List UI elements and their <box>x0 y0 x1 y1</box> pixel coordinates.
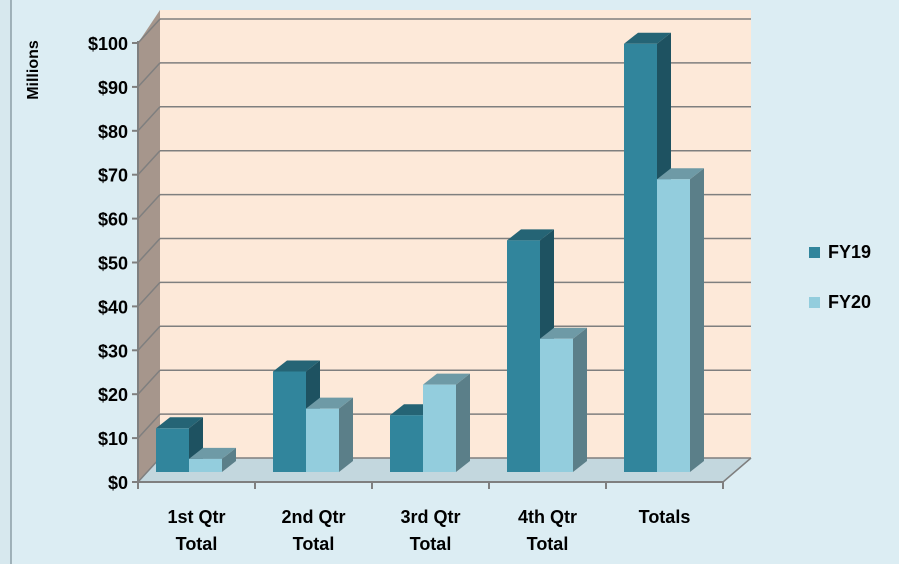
gridline-side <box>137 150 161 176</box>
bar-top <box>423 373 470 385</box>
legend-swatch <box>809 297 820 308</box>
x-tick-label: Total <box>527 534 569 554</box>
legend-label: FY19 <box>828 242 871 262</box>
bar-side <box>222 447 236 472</box>
bar-front <box>423 384 456 472</box>
bars <box>156 32 704 473</box>
bar-fy20-1 <box>306 397 353 472</box>
y-tick-label: $80 <box>98 122 128 142</box>
category-labels: 1st Qtr Total 2nd Qtr Total 3rd Qtr Total 4th … <box>137 482 724 554</box>
y-tick-label: $40 <box>98 297 128 317</box>
bar-side <box>339 397 353 472</box>
y-tick-label: $10 <box>98 429 128 449</box>
y-tick-labels: $0 $10 $20 $30 $40 $50 $60 $70 $80 $90 $100 <box>88 34 138 493</box>
x-tick-label: 2nd Qtr <box>281 507 345 527</box>
y-tick-label: $0 <box>108 473 128 493</box>
legend-label: FY20 <box>828 292 871 312</box>
bar-side <box>456 373 470 472</box>
bar-side <box>690 168 704 472</box>
y-tick-label: $100 <box>88 34 128 54</box>
bar-front <box>540 338 573 472</box>
bar-fy20-2 <box>423 373 470 472</box>
gridline-side <box>137 413 161 439</box>
x-tick-label: 1st Qtr <box>167 507 225 527</box>
bar-top <box>156 417 203 429</box>
legend: FY19 FY20 <box>809 242 871 312</box>
y-tick-label: $70 <box>98 166 128 186</box>
bar-front <box>156 428 189 472</box>
bar-fy20-4 <box>657 168 704 472</box>
bar-front <box>273 371 306 472</box>
x-tick-label: Total <box>176 534 218 554</box>
bar-top <box>624 32 671 44</box>
gridline-side <box>137 237 161 264</box>
bar-front <box>189 458 222 472</box>
bar-side <box>573 327 587 472</box>
x-tick-label: 3rd Qtr <box>400 507 460 527</box>
gridline-side <box>137 369 161 395</box>
bar-front <box>390 415 423 472</box>
bar-top <box>189 447 236 459</box>
side-wall <box>138 10 160 482</box>
bar-top <box>507 229 554 241</box>
x-tick-label: Total <box>410 534 452 554</box>
x-tick-label: 4th Qtr <box>518 507 577 527</box>
y-tick-label: $60 <box>98 210 128 230</box>
bar-front <box>507 240 540 472</box>
gridline-side <box>137 62 161 88</box>
bar-top <box>306 397 353 409</box>
gridline-side <box>137 106 161 132</box>
y-tick-label: $20 <box>98 385 128 405</box>
gridline-side <box>137 18 161 44</box>
legend-swatch <box>809 247 820 258</box>
bar-front <box>657 179 690 472</box>
bar-top <box>540 327 587 339</box>
bar-top <box>273 360 320 372</box>
left-border <box>0 0 11 564</box>
y-tick-label: $90 <box>98 78 128 98</box>
gridline-side <box>137 325 161 351</box>
y-tick-label: $50 <box>98 254 128 274</box>
x-tick-label: Totals <box>639 507 691 527</box>
bar-top <box>657 168 704 180</box>
bar-front <box>624 43 657 473</box>
floor-edge <box>722 457 752 483</box>
y-axis-title: Millions <box>25 40 42 100</box>
y-tick-label: $30 <box>98 341 128 361</box>
gridline-side <box>137 281 161 307</box>
bar-fy20-0 <box>189 447 236 472</box>
bar-fy20-3 <box>540 327 587 472</box>
bar-front <box>306 408 339 472</box>
gridline-side <box>137 194 161 220</box>
x-tick-label: Total <box>293 534 335 554</box>
